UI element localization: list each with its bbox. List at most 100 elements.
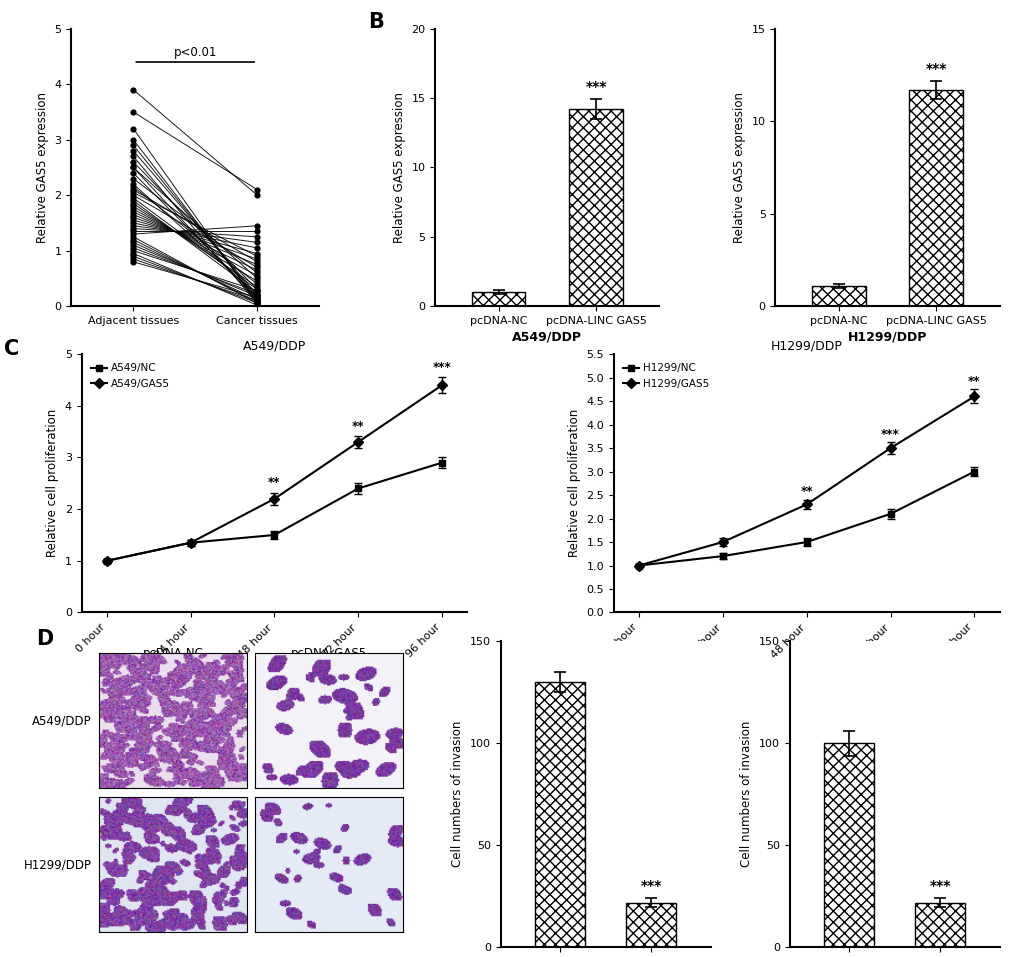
Point	[249, 274, 265, 289]
X-axis label: H1299/DDP: H1299/DDP	[847, 330, 926, 344]
Point	[249, 282, 265, 298]
Point	[125, 182, 142, 197]
Point	[249, 234, 265, 250]
Point	[249, 188, 265, 203]
Point	[249, 218, 265, 234]
Bar	[534, 682, 585, 947]
Point	[249, 296, 265, 311]
Point	[249, 279, 265, 295]
Point	[125, 215, 142, 231]
Point	[125, 230, 142, 245]
Point	[249, 277, 265, 292]
Point	[249, 259, 265, 275]
Point	[125, 196, 142, 211]
Point	[249, 224, 265, 239]
Point	[125, 176, 142, 191]
Point	[249, 256, 265, 272]
Point	[125, 199, 142, 214]
Y-axis label: Relative cell proliferation: Relative cell proliferation	[46, 410, 59, 557]
Point	[125, 246, 142, 261]
Point	[249, 249, 265, 264]
Point	[249, 298, 265, 313]
Point	[249, 262, 265, 278]
Text: ***: ***	[432, 361, 451, 374]
Point	[249, 293, 265, 308]
Text: D: D	[36, 629, 53, 649]
Text: **: **	[967, 374, 979, 388]
Point	[125, 121, 142, 136]
Y-axis label: Relative GAS5 expression: Relative GAS5 expression	[36, 92, 49, 243]
Text: ***: ***	[928, 879, 950, 893]
Text: pcDNA-GAS5: pcDNA-GAS5	[290, 647, 367, 660]
Point	[249, 271, 265, 286]
Point	[125, 179, 142, 194]
Point	[249, 230, 265, 245]
Point	[125, 249, 142, 264]
Title: A549/DDP: A549/DDP	[243, 340, 306, 353]
Bar	[569, 109, 623, 306]
Point	[125, 227, 142, 242]
Point	[125, 224, 142, 239]
Point	[125, 212, 142, 228]
Point	[249, 296, 265, 311]
Text: ***: ***	[585, 80, 606, 94]
Bar	[909, 90, 962, 306]
Point	[125, 210, 142, 225]
Point	[249, 252, 265, 267]
Text: ***: ***	[640, 879, 661, 893]
Bar	[626, 902, 676, 947]
Point	[125, 190, 142, 206]
Point	[125, 166, 142, 181]
Point	[125, 255, 142, 270]
Point	[125, 218, 142, 234]
Point	[125, 148, 142, 164]
Y-axis label: Cell numbers of invasion: Cell numbers of invasion	[740, 722, 753, 867]
Point	[125, 104, 142, 120]
Text: **: **	[800, 485, 812, 498]
Point	[125, 201, 142, 216]
Point	[125, 221, 142, 236]
Text: ***: ***	[880, 428, 899, 441]
Point	[125, 154, 142, 169]
Point	[249, 289, 265, 304]
Point	[249, 255, 265, 270]
Text: B: B	[368, 12, 383, 32]
Point	[125, 144, 142, 159]
Point	[249, 287, 265, 302]
Bar	[472, 293, 525, 306]
Legend: H1299/NC, H1299/GAS5: H1299/NC, H1299/GAS5	[619, 359, 712, 392]
Point	[125, 160, 142, 175]
Point	[249, 296, 265, 311]
Point	[249, 294, 265, 309]
Bar	[811, 286, 865, 306]
Point	[249, 285, 265, 300]
Point	[249, 293, 265, 308]
Point	[125, 232, 142, 247]
Point	[125, 204, 142, 219]
Point	[249, 182, 265, 197]
Text: H1299/DDP: H1299/DDP	[23, 858, 92, 871]
Legend: A549/NC, A549/GAS5: A549/NC, A549/GAS5	[87, 359, 174, 392]
Point	[249, 293, 265, 308]
Text: C: C	[4, 339, 19, 359]
Point	[249, 292, 265, 307]
Point	[249, 290, 265, 305]
Bar	[914, 902, 964, 947]
Point	[249, 287, 265, 302]
Text: A549/DDP: A549/DDP	[33, 714, 92, 727]
Text: pcDNA-NC: pcDNA-NC	[143, 647, 204, 660]
Point	[125, 207, 142, 222]
Point	[125, 132, 142, 147]
Title: H1299/DDP: H1299/DDP	[770, 340, 842, 353]
Point	[249, 240, 265, 256]
Point	[249, 282, 265, 298]
Point	[249, 268, 265, 283]
Y-axis label: Relative GAS5 expression: Relative GAS5 expression	[733, 92, 746, 243]
Y-axis label: Relative cell proliferation: Relative cell proliferation	[568, 410, 580, 557]
Point	[125, 243, 142, 258]
Point	[125, 240, 142, 256]
Point	[249, 283, 265, 299]
Text: **: **	[352, 419, 364, 433]
Point	[125, 185, 142, 200]
Point	[249, 290, 265, 305]
